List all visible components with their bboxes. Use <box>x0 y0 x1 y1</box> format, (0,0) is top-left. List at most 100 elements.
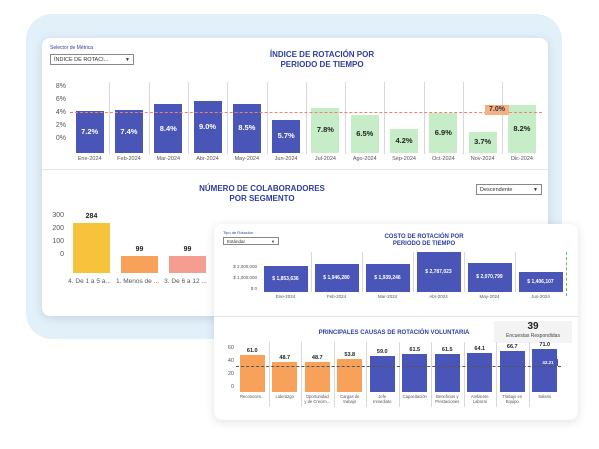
x-tick-label: Abr-2024 <box>196 156 219 162</box>
x-tick-label: Oportunidad y de Crecim... <box>304 394 331 404</box>
x-tick-label: Jun-2024 <box>531 294 550 299</box>
x-tick-label: 4. De 1 a 5 a... <box>68 278 111 285</box>
sort-dropdown-value: Descendente <box>480 187 513 193</box>
bar <box>314 264 359 292</box>
metric-selector-value: ÍNDICE DE ROTACI... <box>54 57 109 63</box>
x-tick-label: Ambiente Laboral <box>470 394 489 404</box>
bar <box>239 354 265 392</box>
bar <box>402 354 428 392</box>
y-tick-label: 60 <box>227 345 234 351</box>
gridline <box>109 82 111 154</box>
bar-value-label: 4.2% <box>395 135 413 145</box>
bar-value-label: 9.0% <box>198 121 217 131</box>
x-tick-label: Trabajo en Equipo <box>502 394 523 404</box>
bar-value-label: 53.8 <box>344 352 356 359</box>
bar-value-label: 7.4% <box>120 126 138 136</box>
voluntary-causes-title: PRINCIPALES CAUSAS DE ROTACIÓN VOLUNTARI… <box>318 330 470 336</box>
y-tick-label: $ 1,000,000 <box>233 275 257 280</box>
x-tick-label: Dic-2024 <box>510 156 533 162</box>
y-tick-label: 4% <box>55 109 66 116</box>
sort-dropdown[interactable]: Descendente ▼ <box>476 184 542 195</box>
headcount-title: NÚMERO DE COLABORADORES POR SEGMENTO <box>182 184 342 204</box>
surveys-kpi-label: Encuestas Respondidas <box>506 333 560 339</box>
metric-selector[interactable]: ÍNDICE DE ROTACI... ▼ <box>50 54 134 65</box>
bar <box>499 351 525 392</box>
x-tick-label: Mar-2024 <box>377 294 398 299</box>
chevron-down-icon: ▼ <box>125 57 130 63</box>
bar-value-label: 71.0 <box>539 341 551 348</box>
bar-value-label: 66.7 <box>506 344 518 351</box>
bar-value-label: 48.7 <box>311 355 323 362</box>
bar-value-label: 5.7% <box>277 131 295 141</box>
bar <box>114 110 143 153</box>
gridline <box>311 252 312 292</box>
gridline <box>463 342 465 407</box>
gridline <box>515 252 516 292</box>
reference-line <box>236 366 561 368</box>
gridline <box>148 82 150 154</box>
x-tick-label: Ene-2024 <box>275 294 296 299</box>
bar <box>468 131 497 153</box>
x-tick-label: Ene-2024 <box>77 156 102 162</box>
bar-value-label: 48.7 <box>279 355 291 362</box>
bar <box>263 265 308 292</box>
bar-value-label: 64.1 <box>474 345 486 352</box>
gridline <box>431 342 432 407</box>
reference-line <box>70 112 542 114</box>
rotation-type-selector[interactable]: Estándar ▼ <box>223 237 279 245</box>
bar <box>75 111 104 153</box>
y-tick-label: 0 <box>230 384 234 390</box>
y-tick-label: 100 <box>52 238 64 245</box>
gridline <box>384 82 386 154</box>
bar-value-label: $ 2,787,023 <box>425 269 452 276</box>
chevron-down-icon: ▼ <box>271 239 275 244</box>
gridline <box>305 82 307 154</box>
bar-value-label: 61.0 <box>246 347 258 354</box>
title-line: POR SEGMENTO <box>229 194 295 203</box>
title-line: COSTO DE ROTACIÓN POR <box>384 234 464 240</box>
x-tick-label: Liderazgo <box>275 394 294 399</box>
bar <box>337 359 363 392</box>
y-tick-label: 2% <box>55 122 66 129</box>
y-tick-label: 20 <box>227 371 234 377</box>
gridline <box>266 82 268 154</box>
bar-value-label: $ 2,070,799 <box>476 274 503 281</box>
gridline <box>268 342 270 407</box>
bar <box>390 128 419 153</box>
bar <box>532 348 558 392</box>
title-line: ÍNDICE DE ROTACIÓN POR <box>269 50 375 59</box>
bar-value-label: 59.0 <box>376 349 388 355</box>
bar-value-label: 7.8% <box>316 125 334 135</box>
x-tick-label: Jun-2024 <box>274 156 298 162</box>
gridline <box>464 252 465 292</box>
gridline <box>502 82 504 154</box>
bar <box>311 107 340 153</box>
divider <box>214 316 578 317</box>
reference-line <box>566 252 567 296</box>
x-tick-label: Cargas de trabajo <box>340 394 360 404</box>
bar-value-label: 8.2% <box>513 124 531 134</box>
gridline <box>496 342 497 407</box>
bar <box>518 272 563 292</box>
bar <box>121 255 158 273</box>
rotation-cost-title: COSTO DE ROTACIÓN POR PERIODO DE TIEMPO <box>364 234 484 248</box>
gridline <box>413 252 414 292</box>
y-tick-label: $ 2,000,000 <box>233 264 257 269</box>
bar-value-label: 99 <box>183 245 192 253</box>
x-tick-label: 3. De 6 a 12 ... <box>164 278 207 285</box>
bar <box>169 255 206 273</box>
y-tick-label: 200 <box>52 225 64 232</box>
title-line: PERIODO DE TIEMPO <box>280 60 364 69</box>
y-tick-label: 40 <box>227 358 234 364</box>
bar-value-label: 6.9% <box>434 127 452 137</box>
y-tick-label: 0% <box>55 135 66 142</box>
x-tick-label: Beneficios y Prestaciones <box>435 394 460 404</box>
bar <box>467 352 493 392</box>
bar-value-label: 61.5 <box>441 347 453 354</box>
gridline <box>333 342 335 407</box>
title-line: PERIODO DE TIEMPO <box>392 241 456 247</box>
bar-value-label: 99 <box>135 245 144 253</box>
chevron-down-icon: ▼ <box>533 187 538 193</box>
bar <box>154 104 183 153</box>
x-tick-label: Jul-2024 <box>314 156 336 162</box>
